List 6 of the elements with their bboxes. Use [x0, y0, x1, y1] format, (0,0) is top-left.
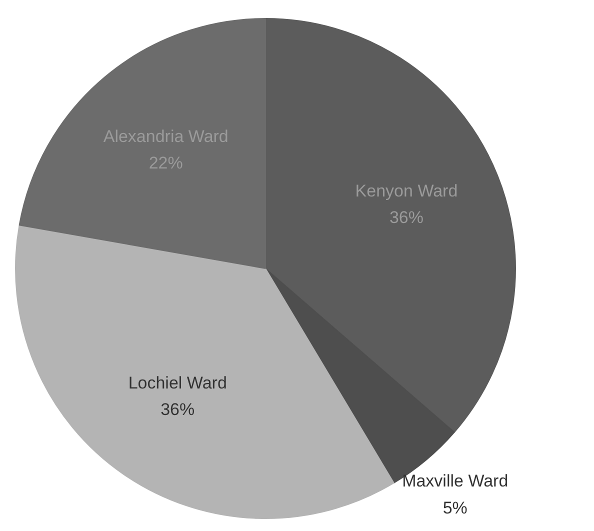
slice-label: Maxville Ward	[402, 472, 508, 491]
data-label: 36%	[160, 400, 195, 419]
data-label: 5%	[442, 498, 468, 518]
slice-label: Kenyon Ward	[355, 181, 458, 200]
data-label: 36%	[389, 208, 424, 227]
slice-label: Lochiel Ward	[128, 373, 227, 392]
